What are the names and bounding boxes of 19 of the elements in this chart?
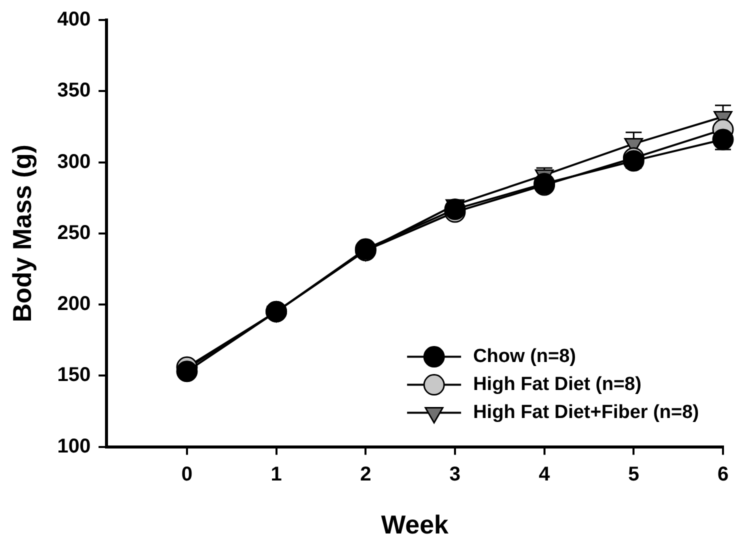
y-tick-label: 400 bbox=[57, 8, 91, 31]
y-tick-label: 200 bbox=[57, 293, 91, 316]
legend-label: Chow (n=8) bbox=[473, 346, 576, 368]
x-tick-label: 2 bbox=[360, 463, 372, 486]
y-tick-label: 300 bbox=[57, 150, 91, 173]
legend-label: High Fat Diet (n=8) bbox=[473, 374, 642, 396]
x-tick-label: 1 bbox=[270, 463, 282, 486]
legend-label: High Fat Diet+Fiber (n=8) bbox=[473, 402, 700, 424]
y-tick-label: 150 bbox=[57, 364, 91, 386]
y-tick-label: 250 bbox=[57, 222, 91, 244]
x-axis-title: Week bbox=[381, 510, 450, 540]
x-tick-label: 4 bbox=[538, 463, 551, 486]
x-tick-label: 6 bbox=[717, 463, 729, 486]
x-tick-label: 0 bbox=[181, 463, 193, 486]
y-tick-label: 100 bbox=[57, 435, 91, 458]
x-tick-label: 5 bbox=[628, 463, 640, 486]
y-tick-label: 350 bbox=[57, 80, 91, 102]
y-axis-title: Body Mass (g) bbox=[6, 144, 37, 322]
x-tick-label: 3 bbox=[449, 463, 461, 486]
